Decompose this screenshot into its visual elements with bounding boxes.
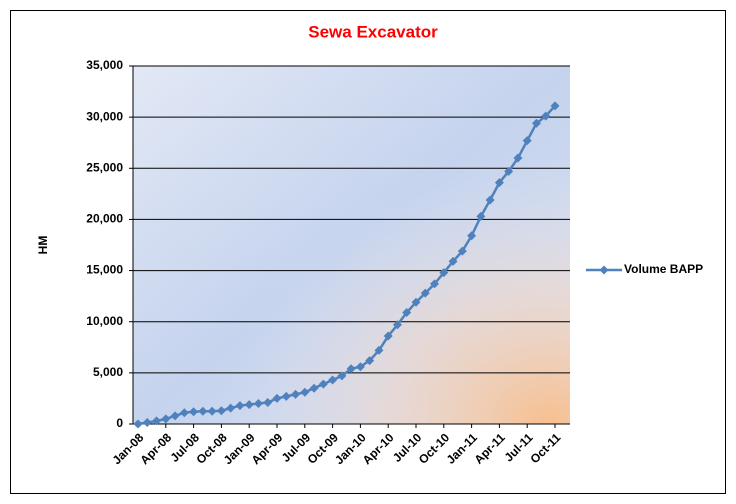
data-point <box>244 400 254 410</box>
data-point <box>374 345 384 355</box>
data-point <box>152 416 162 426</box>
y-tick-label: 0 <box>116 416 123 430</box>
data-point <box>504 166 514 176</box>
data-point <box>365 356 375 366</box>
data-point <box>161 414 171 424</box>
data-point <box>133 419 143 429</box>
data-point <box>346 364 356 374</box>
data-point <box>281 391 291 401</box>
data-point <box>383 331 393 341</box>
data-point <box>476 211 486 221</box>
data-point <box>467 231 477 241</box>
data-point <box>179 408 189 418</box>
y-axis-label: HM <box>36 236 50 255</box>
data-point <box>253 399 263 409</box>
data-point <box>550 101 560 111</box>
data-point <box>402 308 412 318</box>
data-point <box>392 320 402 330</box>
y-tick-label: 35,000 <box>86 58 123 72</box>
data-point <box>263 398 273 408</box>
data-point <box>411 297 421 307</box>
data-point <box>485 195 495 205</box>
data-point <box>272 393 282 403</box>
data-point <box>522 136 532 146</box>
data-point <box>226 403 236 413</box>
data-point <box>337 371 347 381</box>
data-point <box>291 389 301 399</box>
data-point <box>430 279 440 289</box>
y-tick-label: 20,000 <box>86 212 123 226</box>
legend-marker <box>599 265 609 275</box>
data-point <box>355 362 365 372</box>
y-tick-label: 25,000 <box>86 160 123 174</box>
data-point <box>328 375 338 385</box>
data-point <box>216 406 226 416</box>
data-point <box>541 111 551 121</box>
data-point <box>207 406 217 416</box>
data-point <box>300 387 310 397</box>
y-tick-label: 30,000 <box>86 109 123 123</box>
data-point <box>457 246 467 256</box>
legend-label: Volume BAPP <box>624 262 703 276</box>
data-point <box>318 379 328 389</box>
data-point <box>170 411 180 421</box>
data-point <box>531 118 541 128</box>
plot-area-glow <box>133 66 570 424</box>
y-tick-label: 5,000 <box>93 365 123 379</box>
series-line <box>137 105 556 426</box>
data-point <box>198 406 208 416</box>
data-point <box>309 383 319 393</box>
data-point <box>189 407 199 417</box>
y-tick-label: 10,000 <box>86 314 123 328</box>
chart-title: Sewa Excavator <box>308 22 438 41</box>
data-point <box>235 401 245 411</box>
data-point <box>494 178 504 188</box>
data-point <box>513 153 523 163</box>
data-point <box>448 256 458 266</box>
y-tick-label: 15,000 <box>86 263 123 277</box>
data-point <box>142 417 152 427</box>
data-point <box>439 268 449 278</box>
data-point <box>420 288 430 298</box>
